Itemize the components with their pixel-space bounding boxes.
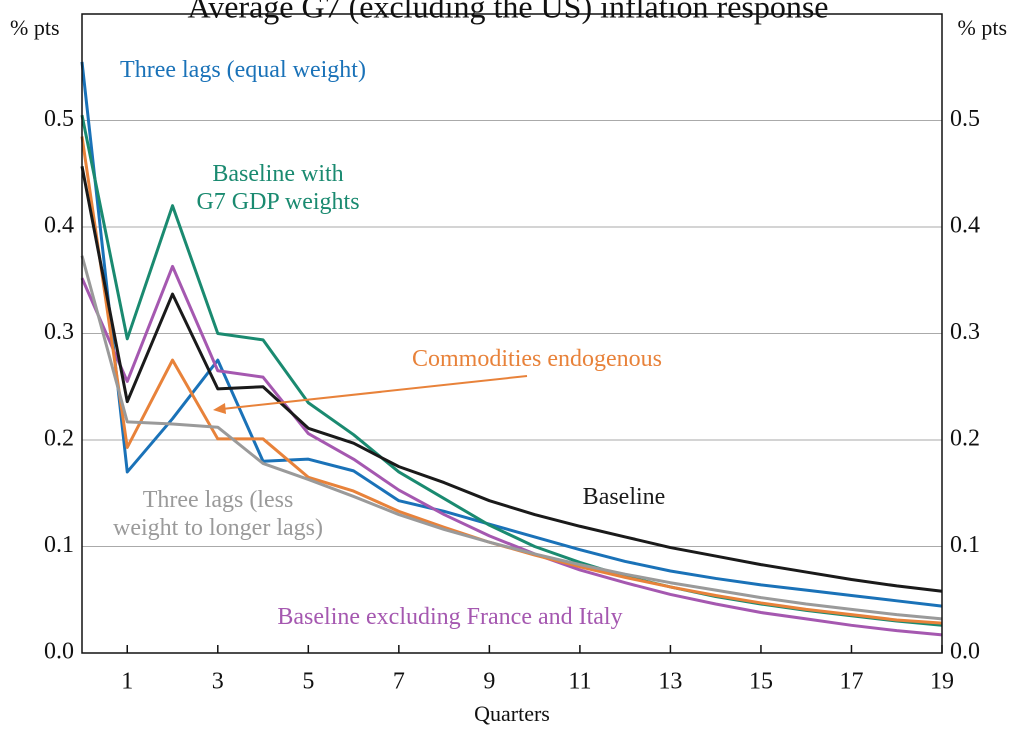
y2-tick-label: 0.4 [950,213,980,239]
x-tick-label: 3 [212,669,224,695]
annotation-arrow [221,375,528,410]
y-tick-label: 0.0 [44,639,74,665]
series-line [80,264,943,637]
x-tick-label: 19 [930,669,954,695]
y-tick-label: 0.1 [44,532,74,558]
series-label: Baseline excluding France and Italy [277,604,623,630]
y2-tick-label: 0.0 [950,639,980,665]
x-tick-label: 15 [749,669,773,695]
series-line [80,166,943,593]
y2-axis-label: % pts [958,15,1008,40]
y-tick-label: 0.3 [44,319,74,345]
y2-tick-label: 0.2 [950,426,980,452]
x-tick-label: 11 [568,669,591,695]
series-label: Three lags (equal weight) [120,57,366,83]
series-label: Commodities endogenous [412,346,662,372]
x-axis-label: Quarters [474,701,550,726]
y2-tick-label: 0.3 [950,319,980,345]
series-line [80,61,943,608]
plot-frame [81,13,943,654]
x-tick-label: 17 [839,669,863,695]
y-tick-label: 0.5 [44,106,74,132]
arrow-head [213,403,226,414]
y-tick-label: 0.2 [44,426,74,452]
series-label: Three lags (less weight to longer lags) [113,487,323,541]
series-line [80,255,943,621]
y-tick-label: 0.4 [44,213,74,239]
x-tick-label: 7 [393,669,405,695]
series-label: Baseline [582,484,666,510]
y2-tick-label: 0.5 [950,106,980,132]
x-tick-label: 5 [302,669,314,695]
x-tick-label: 1 [121,669,133,695]
series-label: Baseline with G7 GDP weights [196,161,360,215]
lines [80,61,943,637]
chart-title: Average G7 (excluding the US) inflation … [188,0,829,24]
x-tick-label: 13 [658,669,682,695]
y2-tick-label: 0.1 [950,532,980,558]
y-axis-label: % pts [10,15,60,40]
x-tick-label: 9 [483,669,495,695]
